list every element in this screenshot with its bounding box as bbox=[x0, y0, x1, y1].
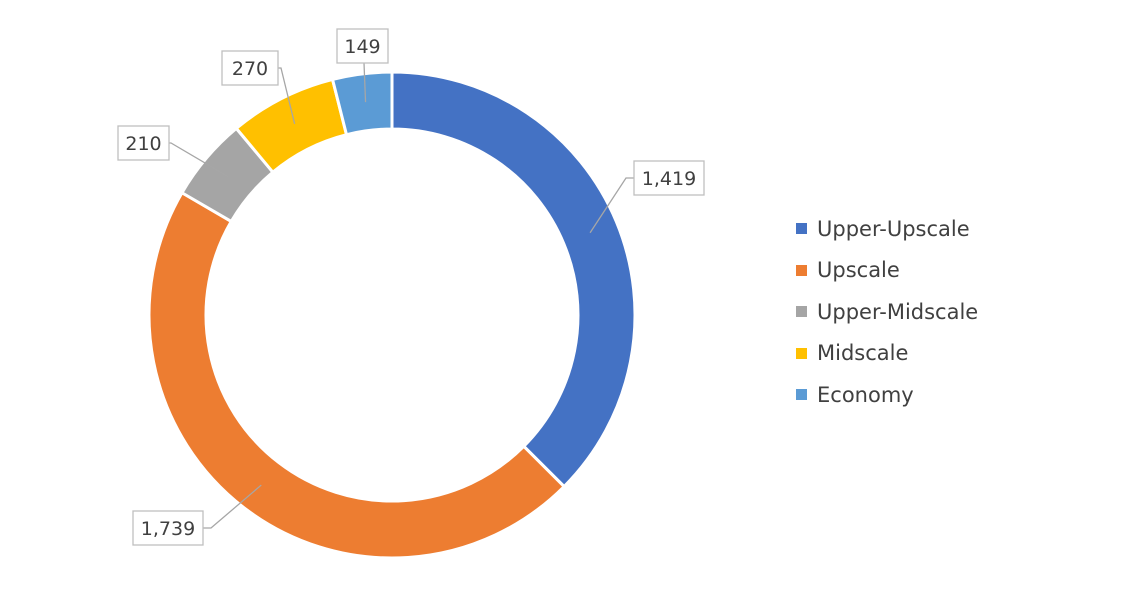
data-label-text: 210 bbox=[125, 133, 161, 155]
legend-item: Upper-Midscale bbox=[796, 291, 978, 333]
chart-legend: Upper-Upscale Upscale Upper-Midscale Midsca… bbox=[796, 208, 978, 416]
data-label: 270 bbox=[221, 50, 279, 86]
legend-label: Upper-Midscale bbox=[817, 299, 979, 324]
data-label-text: 1,419 bbox=[642, 168, 696, 190]
legend-item: Economy bbox=[796, 374, 978, 416]
legend-swatch bbox=[796, 389, 807, 401]
leader-lines bbox=[169, 62, 634, 529]
leader-line bbox=[589, 177, 634, 234]
leader-line bbox=[278, 67, 296, 125]
data-label-text: 270 bbox=[232, 58, 268, 80]
legend-label: Upper-Upscale bbox=[817, 216, 970, 241]
data-label-box bbox=[336, 28, 389, 64]
legend-swatch bbox=[796, 223, 807, 235]
data-label-text: 149 bbox=[344, 36, 380, 58]
slice-economy bbox=[330, 70, 394, 137]
data-label: 149 bbox=[336, 28, 389, 64]
data-labels: 1,419 1,739 210 270 149 bbox=[117, 28, 705, 546]
legend-label: Midscale bbox=[817, 341, 909, 366]
leader-line bbox=[203, 484, 262, 529]
legend-item: Midscale bbox=[796, 333, 978, 375]
data-label-box bbox=[633, 160, 705, 196]
data-label: 1,419 bbox=[633, 160, 705, 196]
donut-slices bbox=[147, 70, 637, 560]
legend-swatch bbox=[796, 264, 807, 276]
legend-label: Economy bbox=[817, 382, 914, 407]
leader-line bbox=[363, 62, 367, 103]
data-label-text: 1,739 bbox=[141, 518, 195, 540]
legend-label: Upscale bbox=[817, 258, 900, 283]
data-label: 210 bbox=[117, 125, 170, 161]
legend-swatch bbox=[796, 347, 807, 359]
legend-item: Upper-Upscale bbox=[796, 208, 978, 250]
slice-upscale bbox=[147, 190, 567, 560]
legend-swatch bbox=[796, 306, 807, 318]
data-label-box bbox=[132, 510, 204, 546]
leader-line bbox=[169, 142, 229, 178]
slice-upper-upscale bbox=[390, 70, 637, 489]
data-label-box bbox=[221, 50, 279, 86]
legend-item: Upscale bbox=[796, 250, 978, 292]
data-label-box bbox=[117, 125, 170, 161]
data-label: 1,739 bbox=[132, 510, 204, 546]
